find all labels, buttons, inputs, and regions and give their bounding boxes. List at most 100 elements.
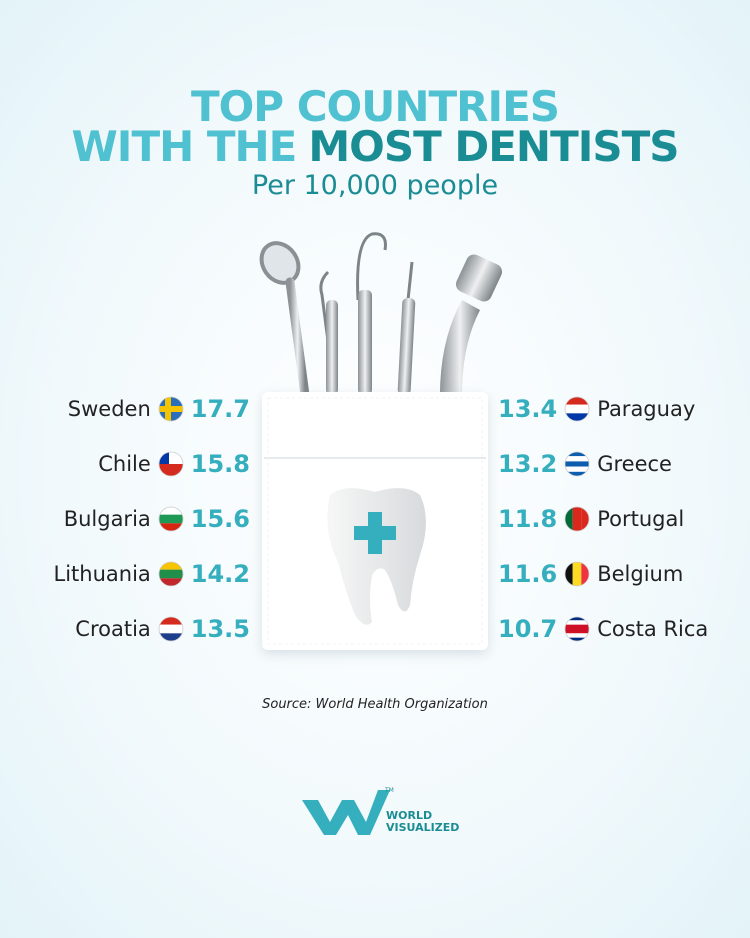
country-name: Lithuania <box>53 562 151 586</box>
country-name: Greece <box>597 452 672 476</box>
flag-stripe <box>565 397 590 405</box>
flag-canton <box>158 452 169 464</box>
flag-stripe <box>158 514 183 524</box>
flag-stripe <box>581 507 590 531</box>
flag-stripe <box>565 456 590 462</box>
country-value: 13.4 <box>498 395 558 423</box>
flag-stripe <box>565 620 590 625</box>
flag-stripe <box>572 507 582 531</box>
country-value: 15.6 <box>190 505 250 533</box>
title-text: WITH THE <box>71 122 297 171</box>
country-name: Sweden <box>67 397 151 421</box>
country-value: 13.5 <box>190 615 250 643</box>
country-value: 17.7 <box>190 395 250 423</box>
flag-body <box>565 562 590 586</box>
country-name: Belgium <box>597 562 684 586</box>
flag-rim <box>564 506 590 532</box>
flag <box>564 396 590 422</box>
flag-stripe <box>565 507 573 531</box>
logo-line: WORLD <box>386 809 433 822</box>
country-value: 15.8 <box>190 450 250 478</box>
flag-stripe <box>565 633 590 638</box>
country-row: Chile 15.8 <box>98 449 250 479</box>
flag-body <box>158 397 183 421</box>
flag-stripe <box>158 507 183 515</box>
flag-rim <box>158 561 184 587</box>
flag-stripe <box>565 562 573 586</box>
country-value: 14.2 <box>190 560 250 588</box>
flag-cross <box>164 397 171 421</box>
flag-stripe <box>565 629 590 634</box>
flag-rim <box>158 396 184 422</box>
country-name: Portugal <box>597 507 685 531</box>
flag-body <box>565 617 590 641</box>
flag-stripe <box>158 523 183 531</box>
country-row: 11.8 Portugal <box>498 504 684 534</box>
flag-stripe <box>158 578 183 586</box>
flag-rim <box>564 451 590 477</box>
country-row: Sweden 17.7 <box>68 394 250 424</box>
country-name: Chile <box>98 452 151 476</box>
flag-body <box>158 507 183 531</box>
flag-stripe <box>565 466 590 472</box>
subtitle: Per 10,000 people <box>251 170 499 201</box>
logo-line: VISUALIZED <box>386 821 460 834</box>
flag-rim <box>564 616 590 642</box>
country-row: Croatia 13.5 <box>75 614 250 644</box>
flag-stripe <box>572 562 582 586</box>
flag-body <box>158 562 183 586</box>
flag <box>158 396 184 422</box>
flag-rim <box>564 396 590 422</box>
flag-stripe <box>565 617 590 621</box>
flag-rim <box>158 616 184 642</box>
flag <box>158 616 184 642</box>
flag <box>564 506 590 532</box>
country-row: 11.6 Belgium <box>498 559 683 589</box>
flag <box>158 561 184 587</box>
title-line: TOP COUNTRIES <box>190 82 560 131</box>
country-row: 10.7 Costa Rica <box>498 614 708 644</box>
flag-body <box>565 507 590 531</box>
flag-stripe <box>158 617 183 625</box>
flag <box>158 506 184 532</box>
country-name: Costa Rica <box>597 617 709 641</box>
flag-stripe <box>565 637 590 641</box>
flag-stripe <box>565 413 590 421</box>
flag <box>564 616 590 642</box>
country-value: 11.6 <box>498 560 558 588</box>
source: Source: World Health Organization <box>262 697 488 712</box>
country-value: 10.7 <box>498 615 558 643</box>
flag-body <box>158 617 183 641</box>
country-value: 13.2 <box>498 450 558 478</box>
country-row: 13.2 Greece <box>498 449 672 479</box>
flag-stripe <box>581 562 590 586</box>
country-row: Lithuania 14.2 <box>54 559 251 589</box>
flag-stripe <box>565 471 590 476</box>
flag <box>158 451 184 477</box>
plus-icon <box>354 512 396 554</box>
flag-stripe <box>158 633 183 641</box>
flag-body <box>158 452 183 476</box>
flag-body <box>565 397 590 421</box>
flag-rim <box>564 561 590 587</box>
country-row: 13.4 Paraguay <box>498 394 695 424</box>
flag-rim <box>158 506 184 532</box>
logo-text: WORLD VISUALIZED <box>386 810 459 834</box>
flag-stripe <box>565 461 590 467</box>
logo-tm: TM <box>385 787 394 794</box>
country-row: Bulgaria 15.6 <box>64 504 250 534</box>
country-name: Bulgaria <box>63 507 151 531</box>
country-name: Croatia <box>75 617 151 641</box>
logo-mark <box>302 790 390 835</box>
flag-stripe <box>158 624 183 634</box>
flag-body <box>565 452 590 476</box>
title-highlight: MOST DENTISTS <box>308 122 679 171</box>
tooth <box>327 488 426 625</box>
country-name: Paraguay <box>597 397 696 421</box>
flag <box>564 561 590 587</box>
flag-stripe <box>158 569 183 579</box>
title-line: WITH THE MOST DENTISTS <box>0 122 750 171</box>
country-value: 11.8 <box>498 505 558 533</box>
